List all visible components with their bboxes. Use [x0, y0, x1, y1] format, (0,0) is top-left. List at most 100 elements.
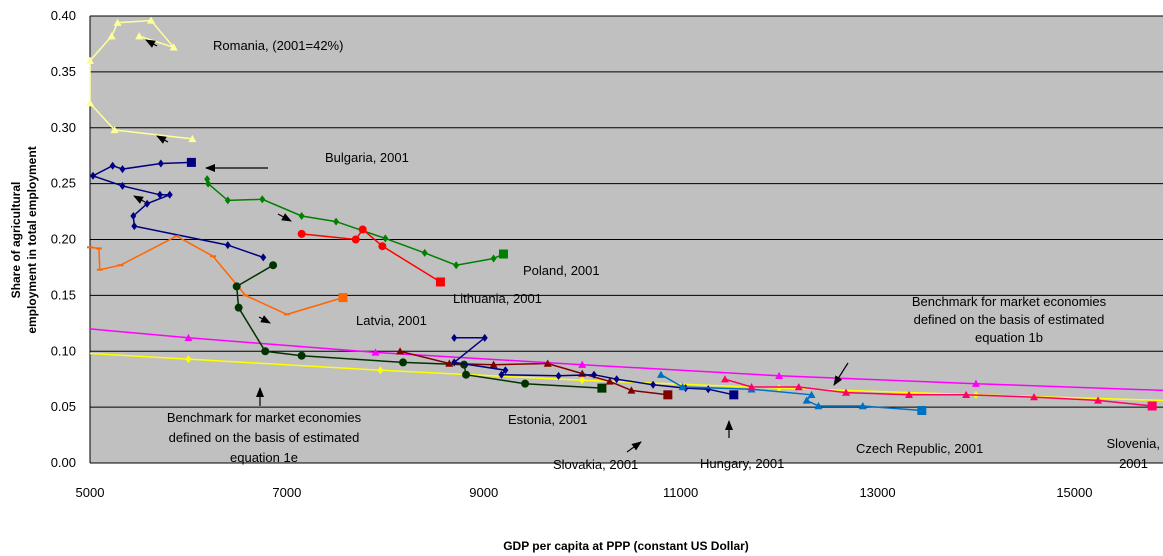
arrow-romania-1	[145, 39, 158, 48]
x-tick-label: 11000	[663, 485, 698, 500]
diamond-marker	[109, 161, 116, 170]
diamond-marker	[481, 333, 488, 342]
triangle-marker	[169, 43, 178, 51]
circle-marker	[351, 235, 360, 244]
diamond-marker	[377, 366, 384, 375]
diamond-marker	[591, 370, 598, 379]
diamond-marker	[130, 212, 137, 221]
x-tick-label: 5000	[76, 485, 105, 500]
endpoint-marker	[186, 157, 196, 167]
triangle-marker	[971, 379, 980, 387]
dash-marker	[283, 313, 290, 316]
series-czech-republic	[656, 370, 927, 415]
diamond-marker	[166, 190, 173, 199]
series-lithuania	[297, 225, 445, 287]
y-tick-label: 0.40	[51, 8, 76, 23]
triangle-marker	[1030, 393, 1039, 401]
annotation-benchmark-1b-line2: defined on the basis of estimated	[914, 312, 1105, 327]
arrow-benchmark-1b	[833, 362, 849, 386]
annotation-slovenia-line2: 2001	[1119, 456, 1148, 471]
y-tick-label: 0.35	[51, 64, 76, 79]
dash-marker	[95, 247, 102, 250]
diamond-marker	[157, 159, 164, 168]
triangle-marker	[86, 56, 94, 64]
triangle-marker	[135, 32, 144, 40]
series-poland	[204, 175, 508, 270]
series-latvia	[87, 235, 348, 316]
triangle-marker	[656, 370, 665, 378]
annotation-czech-republic: Czech Republic, 2001	[856, 441, 983, 456]
series-estonia	[232, 261, 607, 393]
diamond-marker	[205, 179, 212, 188]
diamond-marker	[185, 355, 192, 364]
endpoint-marker	[435, 277, 445, 287]
series-romania	[86, 16, 197, 143]
diamond-marker	[224, 241, 231, 250]
triangle-marker	[807, 390, 816, 399]
diamond-marker	[451, 358, 458, 367]
annotations: Romania, (2001=42%) Bulgaria, 2001 Polan…	[167, 38, 1160, 472]
annotation-arrows	[133, 39, 849, 453]
x-tick-label: 13000	[859, 485, 895, 500]
circle-marker	[232, 282, 241, 291]
triangle-marker	[489, 360, 498, 368]
y-tick-label: 0.25	[51, 176, 76, 191]
annotation-slovakia: Slovakia, 2001	[553, 457, 638, 472]
series-layer	[86, 16, 1163, 415]
dash-marker	[117, 264, 124, 267]
arrow-slovakia	[626, 441, 642, 453]
triangle-marker	[578, 360, 587, 368]
triangle-marker	[858, 402, 867, 410]
circle-marker	[261, 347, 270, 356]
dash-marker	[96, 268, 103, 271]
y-tick-label: 0.15	[51, 287, 76, 302]
diamond-marker	[453, 261, 460, 270]
series-line	[235, 264, 602, 389]
diamond-marker	[131, 222, 138, 231]
annotation-lithuania: Lithuania, 2001	[453, 291, 542, 306]
diamond-marker	[224, 196, 231, 205]
series-slovenia	[720, 375, 1157, 411]
diamond-marker	[260, 253, 267, 262]
x-tick-label: 9000	[469, 485, 498, 500]
endpoint-marker	[597, 383, 607, 393]
triangle-marker	[184, 333, 193, 342]
triangle-marker	[113, 18, 122, 26]
diamond-marker	[144, 199, 151, 208]
diamond-marker	[579, 376, 586, 385]
triangle-marker	[775, 371, 784, 380]
x-tick-label: 15000	[1056, 485, 1092, 500]
triangle-marker	[814, 402, 823, 410]
annotation-romania: Romania, (2001=42%)	[213, 38, 343, 53]
diamond-marker	[259, 195, 266, 204]
annotation-benchmark-1e-line1: Benchmark for market economies	[167, 410, 362, 425]
y-axis-title-line1: Share of agricultural	[9, 182, 23, 299]
annotation-latvia: Latvia, 2001	[356, 313, 427, 328]
endpoint-marker	[338, 293, 348, 303]
y-tick-label: 0.30	[51, 120, 76, 135]
diamond-marker	[89, 171, 96, 180]
diamond-marker	[650, 380, 657, 389]
annotation-benchmark-1b-line3: equation 1b	[975, 330, 1043, 345]
series-line	[452, 337, 734, 396]
circle-marker	[378, 242, 387, 251]
arrow-bulgaria-2	[133, 195, 146, 204]
triangle-marker	[678, 383, 687, 391]
triangle-marker	[627, 386, 636, 394]
endpoint-marker	[663, 390, 673, 400]
triangle-marker	[147, 16, 156, 24]
endpoint-marker	[1147, 401, 1157, 411]
diamond-marker	[156, 190, 163, 199]
annotation-benchmark-1e-line3: equation 1e	[230, 450, 298, 465]
annotation-slovenia-line1: Slovenia,	[1107, 436, 1160, 451]
diamond-marker	[613, 375, 620, 384]
y-tick-label: 0.10	[51, 343, 76, 358]
circle-marker	[297, 351, 306, 360]
triangle-marker	[445, 359, 454, 367]
triangle-marker	[802, 396, 811, 404]
annotation-benchmark-1b-line1: Benchmark for market economies	[912, 294, 1107, 309]
annotation-poland: Poland, 2001	[523, 263, 600, 278]
diamond-marker	[298, 212, 305, 221]
dash-marker	[87, 246, 93, 249]
